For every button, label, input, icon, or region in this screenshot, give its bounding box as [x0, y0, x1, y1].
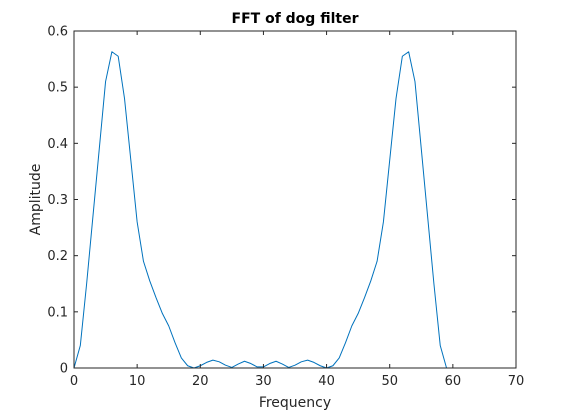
plot-area — [74, 31, 516, 368]
x-axis-ticks: 0 10 20 30 40 50 60 70 — [70, 31, 524, 389]
y-tick-label: 0.1 — [47, 305, 68, 320]
x-axis-label: Frequency — [259, 395, 331, 411]
x-tick-label: 20 — [192, 374, 209, 389]
x-tick-label: 0 — [70, 374, 78, 389]
y-tick-label: 0.5 — [47, 81, 68, 96]
series-line — [73, 51, 472, 369]
x-tick-label: 70 — [508, 374, 525, 389]
series-layer — [73, 51, 472, 369]
y-tick-label: 0.2 — [47, 249, 68, 264]
x-tick-label: 30 — [255, 374, 272, 389]
x-tick-label: 60 — [445, 374, 462, 389]
x-tick-label: 40 — [318, 374, 335, 389]
chart-title: FFT of dog filter — [232, 11, 359, 27]
y-axis-ticks: 0 0.1 0.2 0.3 0.4 0.5 0.6 — [47, 25, 516, 377]
y-tick-label: 0.4 — [47, 137, 68, 152]
y-tick-label: 0.3 — [47, 193, 68, 208]
x-tick-label: 50 — [381, 374, 398, 389]
y-axis-label: Amplitude — [28, 164, 44, 236]
y-tick-label: 0 — [60, 362, 68, 377]
x-tick-label: 10 — [129, 374, 146, 389]
y-tick-label: 0.6 — [47, 25, 68, 40]
